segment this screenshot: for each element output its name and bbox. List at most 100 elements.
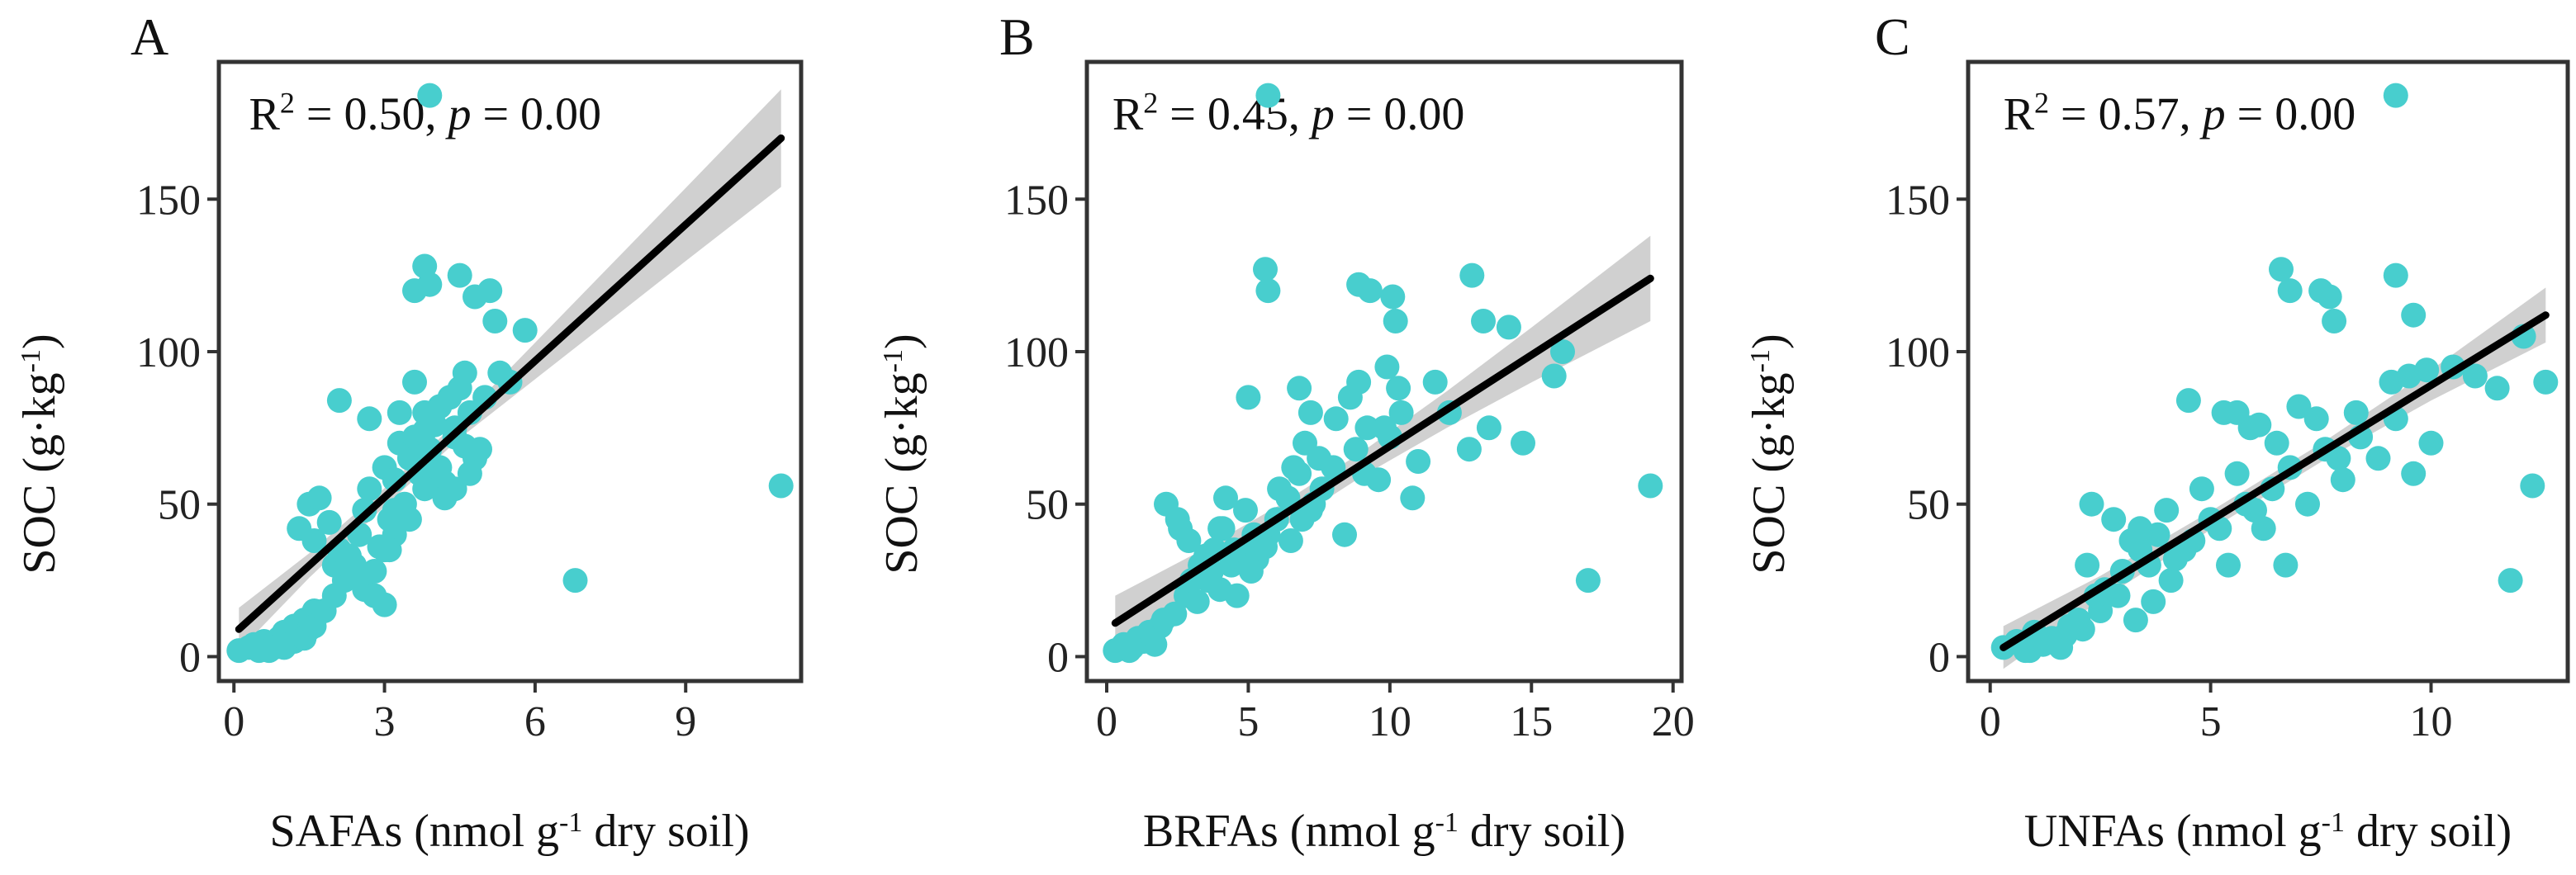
x-tick-label: 0 [1096, 698, 1117, 745]
panel-c: C SOC (g·kg-1) UNFAs (nmol g-1 dry soil)… [1743, 7, 2570, 857]
data-point [1297, 400, 1323, 425]
data-point [457, 461, 482, 486]
data-point [362, 583, 387, 608]
data-point [1323, 406, 1349, 432]
y-tick-label: 50 [1907, 482, 1950, 529]
data-point [2286, 394, 2312, 419]
data-point [2330, 467, 2355, 493]
data-point [1233, 498, 1258, 523]
panel-b: B SOC (g·kg-1) BRFAs (nmol g-1 dry soil)… [876, 7, 1695, 857]
data-point [2303, 406, 2329, 432]
data-point [2277, 278, 2303, 304]
data-point [467, 437, 492, 462]
data-point [2343, 400, 2369, 425]
y-tick-label: 0 [1047, 634, 1069, 681]
data-point [1287, 376, 1312, 401]
data-point [1307, 446, 1332, 471]
y-tick-label: 150 [136, 177, 201, 224]
y-tick-label: 0 [1928, 634, 1950, 681]
y-tick-label: 100 [1886, 329, 1950, 376]
plot-area-b: R2 = 0.45, p = 0.00 0 5 10 15 20 0 50 100 150 [1004, 59, 1695, 745]
data-point [2326, 446, 2351, 471]
regression-line-c [2000, 311, 2550, 651]
data-point [1343, 437, 1369, 462]
data-point [342, 559, 368, 584]
data-point [1238, 559, 1264, 584]
data-point [2075, 552, 2100, 578]
data-point [1550, 339, 1575, 364]
data-point [1168, 516, 1193, 542]
stats-annotation-b: R2 = 0.45, p = 0.00 [1112, 86, 1465, 140]
data-point [1456, 437, 1482, 462]
data-point [1213, 485, 1238, 511]
data-point [377, 537, 402, 563]
x-tick-label: 10 [2410, 698, 2453, 745]
data-point-outlier [2383, 83, 2408, 108]
panel-label-c: C [1875, 7, 1910, 66]
x-tick-label: 10 [1369, 698, 1411, 745]
data-point [402, 369, 427, 395]
data-point [1476, 415, 1501, 441]
x-axis-label-a: SAFAs (nmol g-1 dry soil) [269, 806, 749, 857]
data-point [2175, 388, 2201, 414]
y-tick-label: 0 [179, 634, 201, 681]
data-point [1184, 589, 1210, 614]
data-point [512, 318, 538, 343]
y-tick-label: 50 [1026, 482, 1069, 529]
y-tick-label: 100 [136, 329, 201, 376]
data-point [2295, 491, 2320, 517]
y-tick-label: 150 [1886, 177, 1950, 224]
data-point [447, 262, 472, 288]
data-point [452, 360, 477, 385]
data-point [1154, 491, 1179, 517]
data-point [2242, 498, 2267, 523]
x-tick-label: 6 [524, 698, 546, 745]
data-point [442, 415, 467, 441]
data-point [1278, 528, 1303, 553]
data-point [2123, 608, 2148, 633]
stats-annotation-a: R2 = 0.50, p = 0.00 [249, 86, 602, 140]
x-tick-label: 5 [1237, 698, 1259, 745]
data-point [1383, 309, 1408, 333]
data-point [387, 400, 412, 425]
data-point [2154, 498, 2180, 523]
data-point [1255, 278, 1281, 304]
data-point [2128, 516, 2153, 542]
x-tick-label: 15 [1510, 698, 1553, 745]
data-point [2520, 473, 2545, 499]
data-point [357, 406, 382, 432]
data-point [1511, 430, 1535, 456]
plot-area-a: R2 = 0.50, p = 0.00 0 3 6 9 0 50 100 150 [136, 59, 804, 745]
data-point [2498, 568, 2523, 594]
data-point [1388, 400, 1414, 425]
data-point [412, 476, 438, 502]
data-point [1346, 272, 1372, 297]
x-tick-label: 20 [1652, 698, 1695, 745]
data-point [1406, 449, 1431, 474]
regression-line-a [235, 134, 785, 633]
data-point [562, 568, 588, 594]
panel-a: A SOC (g·kg-1) SAFAs (nmol g-1 dry soil)… [14, 7, 804, 857]
data-point [2414, 357, 2440, 383]
data-point [2269, 257, 2294, 282]
data-point [2216, 552, 2241, 578]
data-point [1162, 601, 1188, 627]
data-point [1207, 516, 1233, 542]
data-point [2322, 309, 2347, 333]
data-point [2462, 363, 2488, 389]
x-axis-label-c: UNFAs (nmol g-1 dry soil) [2024, 806, 2512, 857]
data-point [2070, 617, 2095, 642]
data-point [316, 509, 342, 535]
data-point [2246, 412, 2272, 438]
data-point [1541, 363, 1567, 389]
data-point [482, 309, 508, 333]
data-point [357, 476, 382, 502]
y-axis-label-b: SOC (g·kg-1) [876, 333, 927, 574]
regression-line-b [1111, 274, 1654, 627]
plot-frame-a [216, 59, 804, 683]
y-tick-label: 50 [158, 482, 201, 529]
data-point [382, 498, 407, 523]
data-point-outlier [1255, 83, 1281, 108]
